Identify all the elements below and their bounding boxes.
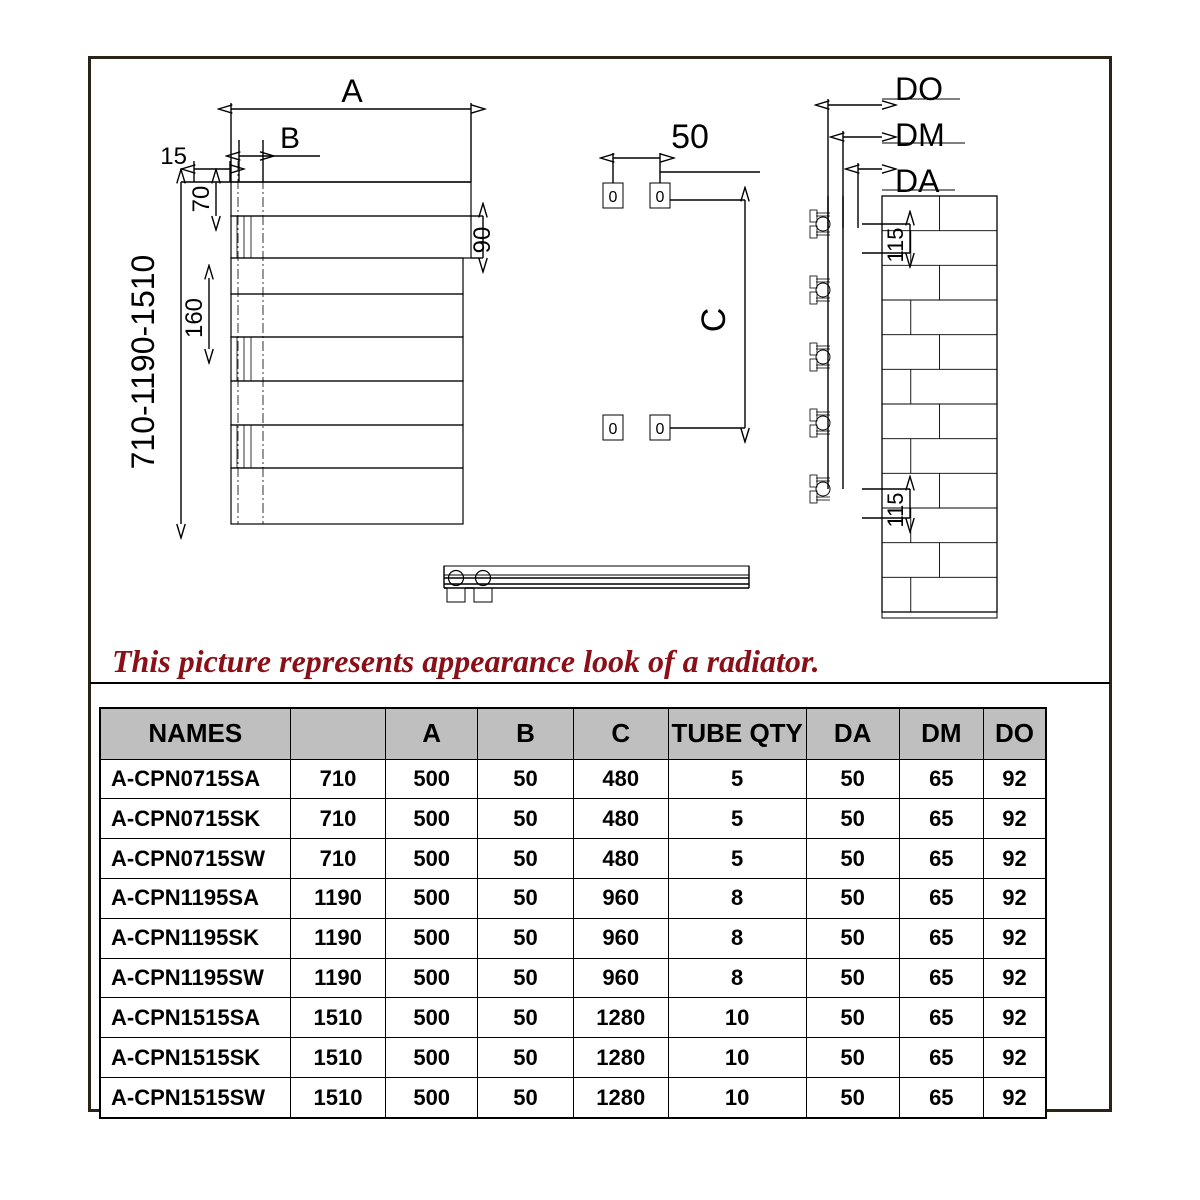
svg-text:0: 0 (656, 421, 665, 438)
svg-text:DM: DM (895, 117, 945, 153)
svg-text:710-1190-1510: 710-1190-1510 (125, 255, 161, 470)
svg-text:0: 0 (609, 421, 618, 438)
svg-text:160: 160 (181, 298, 208, 338)
svg-text:0: 0 (609, 189, 618, 206)
svg-text:C: C (695, 308, 733, 333)
svg-text:50: 50 (671, 118, 709, 156)
svg-text:DO: DO (895, 71, 943, 107)
svg-text:70: 70 (188, 186, 215, 213)
svg-text:115: 115 (883, 227, 908, 262)
svg-text:DA: DA (895, 163, 940, 199)
svg-text:90: 90 (469, 227, 496, 254)
svg-text:B: B (280, 122, 300, 155)
svg-text:A: A (341, 73, 363, 109)
svg-text:This picture represents appea: This picture represents appearance look … (112, 643, 820, 679)
svg-text:0: 0 (656, 189, 665, 206)
svg-text:15: 15 (160, 143, 187, 170)
svg-text:115: 115 (883, 492, 908, 527)
